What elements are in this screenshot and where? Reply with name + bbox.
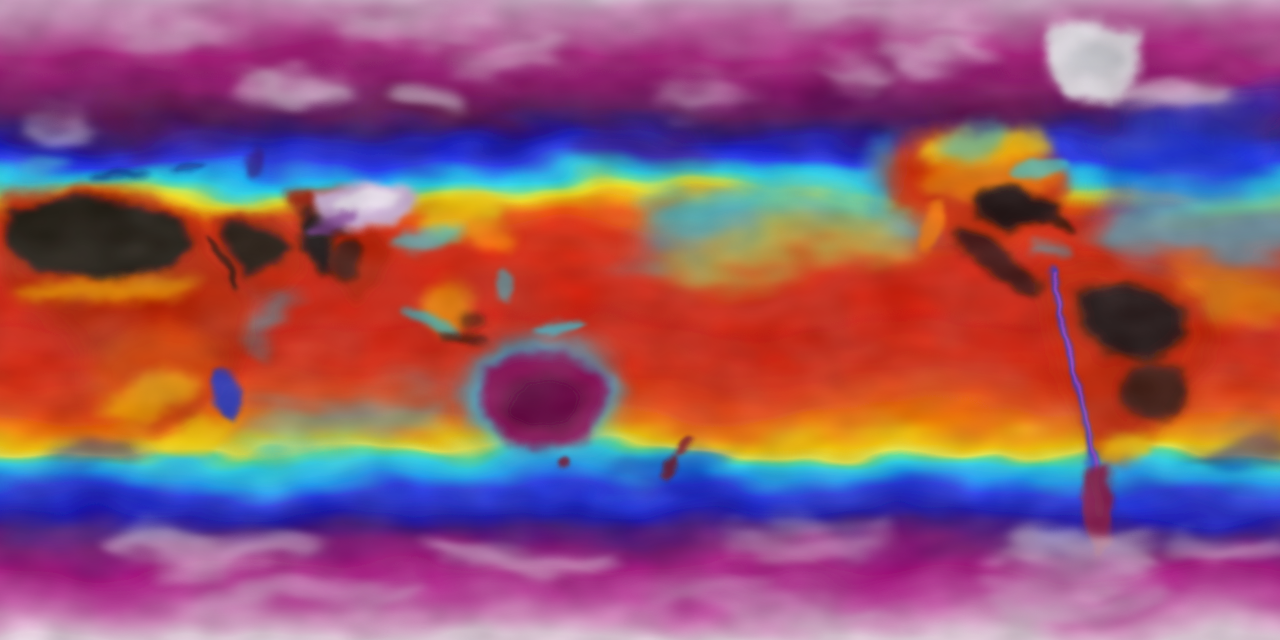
fine-turbulence-dark bbox=[0, 0, 1280, 640]
texture-layer bbox=[0, 0, 1280, 640]
global-temperature-heatmap bbox=[0, 0, 1280, 640]
heatmap-canvas bbox=[0, 0, 1280, 640]
